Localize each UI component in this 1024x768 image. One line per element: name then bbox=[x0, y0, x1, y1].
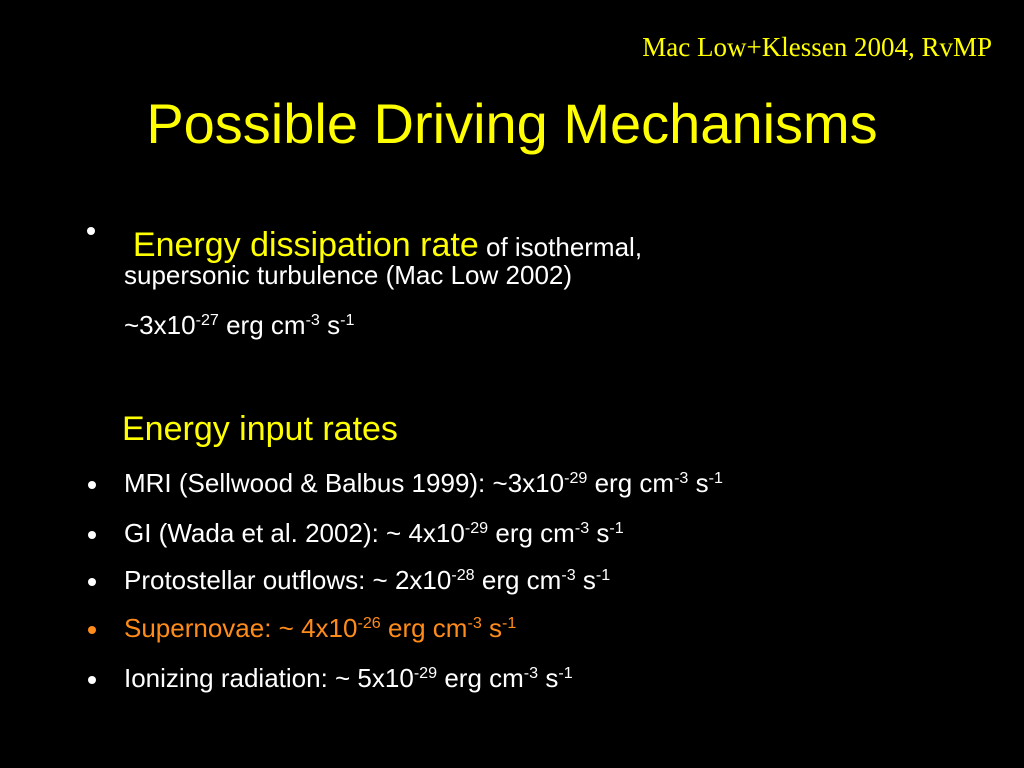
text-run: Protostellar outflows: ~ 2x10 bbox=[124, 565, 452, 595]
superscript: -26 bbox=[357, 614, 381, 633]
bullet bbox=[88, 676, 96, 684]
input-heading: Energy input rates bbox=[122, 410, 398, 448]
text-run: s bbox=[319, 310, 341, 340]
text-run: Ionizing radiation: ~ 5x10 bbox=[124, 663, 414, 693]
text-run: Supernovae: ~ 4x10 bbox=[124, 613, 358, 643]
input-item: Protostellar outflows: ~ 2x10-28 erg cm-… bbox=[124, 567, 610, 593]
slide-title: Possible Driving Mechanisms bbox=[146, 92, 878, 155]
input-item: GI (Wada et al. 2002): ~ 4x10-29 erg cm-… bbox=[124, 520, 624, 546]
text-run: erg cm bbox=[380, 613, 468, 643]
text-run: s bbox=[589, 518, 610, 548]
input-item: Supernovae: ~ 4x10-26 erg cm-3 s-1 bbox=[124, 615, 516, 641]
text-run: erg cm bbox=[587, 468, 675, 498]
superscript: -29 bbox=[413, 664, 438, 683]
superscript: -3 bbox=[674, 469, 689, 488]
dissipation-rate: ~3x10-27 erg cm-3 s-1 bbox=[124, 312, 354, 338]
bullet bbox=[87, 227, 95, 235]
bullet bbox=[88, 481, 96, 489]
text-run: erg cm bbox=[218, 310, 306, 340]
dissipation-line: Energy dissipation rate of isothermal, bbox=[124, 212, 642, 262]
bullet bbox=[88, 531, 96, 539]
superscript: -3 bbox=[561, 566, 576, 585]
text-run: MRI (Sellwood & Balbus 1999): ~3x10 bbox=[124, 468, 565, 498]
superscript: -3 bbox=[574, 519, 590, 538]
text-run: erg cm bbox=[488, 518, 575, 548]
superscript: -29 bbox=[464, 519, 489, 538]
superscript: -28 bbox=[451, 566, 475, 585]
superscript: -1 bbox=[609, 519, 624, 538]
text-run: s bbox=[575, 565, 596, 595]
superscript: -1 bbox=[558, 664, 573, 683]
superscript: -1 bbox=[595, 566, 611, 585]
bullet bbox=[88, 578, 96, 586]
text-run: s bbox=[481, 613, 503, 643]
superscript: -3 bbox=[467, 614, 482, 633]
dissipation-rest: of isothermal, bbox=[478, 232, 643, 262]
dissipation-lead: Energy dissipation rate bbox=[132, 226, 479, 264]
bullet bbox=[88, 626, 96, 634]
superscript: -29 bbox=[564, 469, 588, 488]
superscript: -3 bbox=[523, 664, 539, 683]
input-item: Ionizing radiation: ~ 5x10-29 erg cm-3 s… bbox=[124, 665, 573, 691]
input-item: MRI (Sellwood & Balbus 1999): ~3x10-29 e… bbox=[124, 470, 723, 496]
superscript: -1 bbox=[708, 469, 723, 488]
citation: Mac Low+Klessen 2004, RvMP bbox=[642, 32, 992, 62]
text-run: erg cm bbox=[437, 663, 524, 693]
text-run: erg cm bbox=[474, 565, 562, 595]
superscript: -27 bbox=[195, 311, 219, 330]
text-run: s bbox=[688, 468, 709, 498]
superscript: -1 bbox=[502, 614, 517, 633]
superscript: -1 bbox=[340, 311, 355, 330]
text-run: ~3x10 bbox=[124, 310, 196, 340]
text-run: s bbox=[538, 663, 559, 693]
text-run: GI (Wada et al. 2002): ~ 4x10 bbox=[124, 518, 465, 548]
superscript: -3 bbox=[305, 311, 320, 330]
dissipation-line2: supersonic turbulence (Mac Low 2002) bbox=[124, 260, 573, 290]
